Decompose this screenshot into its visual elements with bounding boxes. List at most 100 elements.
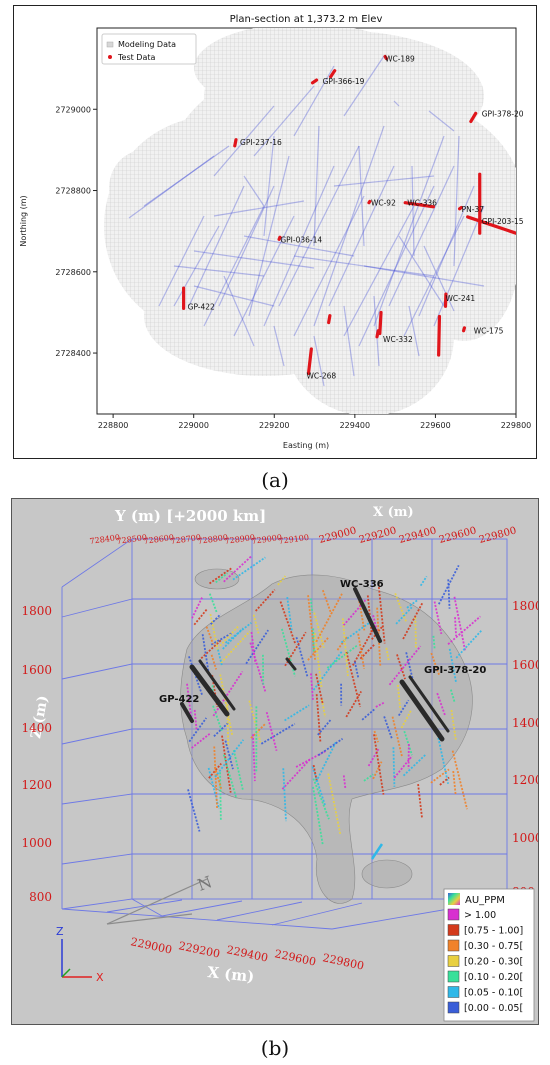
z-tick-label-right: 1800 — [512, 599, 538, 613]
hole-label: WC-336 — [407, 199, 437, 208]
z-tick-label: 800 — [29, 890, 52, 904]
legend-entry-label: > 1.00 — [464, 910, 496, 921]
y-tick-label: 2728600 — [55, 268, 91, 277]
hole-label: WC-268 — [307, 371, 337, 380]
north-label: N — [195, 872, 215, 895]
x-top-axis-title: X (m) — [373, 505, 414, 520]
test-data-point — [233, 138, 238, 148]
legend-swatch — [447, 939, 460, 952]
y-tick-label: 728500 — [116, 533, 148, 546]
hole-labels: WC-189 GPI-366-19 GPI-378-20 GPI-237-16 WC-9… — [188, 54, 524, 380]
hole-label-gpi-378-20: GPI-378-20 — [424, 665, 486, 676]
x-axis-ticks: 228800 229000 229200 229400 229600 229800 — [98, 414, 531, 430]
y-tick-label: 2728400 — [55, 349, 91, 358]
y-tick-label: 2728800 — [55, 187, 91, 196]
y-axis-ticks: 2728400 2728600 2728800 2729000 — [55, 105, 97, 358]
y-axis-title: Y (m) [+2000 km] — [114, 507, 266, 525]
legend-entry-label: [0.10 - 0.20[ — [464, 972, 523, 983]
triad-z-label: Z — [56, 925, 64, 938]
legend-swatch — [447, 1001, 460, 1014]
caption-b: (b) — [260, 1036, 290, 1060]
y-tick-label: 728700 — [170, 533, 202, 546]
legend-title: AU_PPM — [465, 895, 505, 906]
test-data-point — [383, 54, 388, 61]
x-tick-label: 228800 — [98, 421, 129, 430]
y-tick-label: 728400 — [89, 533, 121, 546]
legend-swatch — [447, 970, 460, 983]
hole-label-gp-422: GP-422 — [159, 694, 199, 705]
z-tick-label: 1600 — [21, 663, 52, 677]
legend-entry-label: [0.30 - 0.75[ — [464, 941, 523, 952]
hole-label: GPI-378-20 — [482, 109, 524, 118]
test-data-point — [375, 329, 380, 339]
test-data-point — [310, 78, 319, 85]
hole-label: WC-175 — [474, 327, 504, 336]
z-tick-label: 1000 — [21, 836, 52, 850]
test-data-point — [466, 215, 516, 235]
x-top-tick-label: 229000 — [318, 525, 358, 546]
legend-label-modeling: Modeling Data — [118, 40, 176, 49]
x-top-tick-label: 229800 — [478, 525, 518, 546]
plan-section-chart: WC-189 GPI-366-19 GPI-378-20 GPI-237-16 WC-9… — [19, 14, 531, 450]
y-tick-label: 2729000 — [55, 105, 91, 114]
test-data-point — [457, 205, 463, 211]
z-tick-label: 1400 — [21, 721, 52, 735]
legend-swatch — [447, 924, 460, 936]
test-data-point — [329, 69, 337, 79]
y-tick-label: 728900 — [224, 533, 256, 546]
test-data-point — [277, 235, 282, 241]
hole-label: GPI-203-15 — [482, 217, 524, 226]
y-tick-label: 728600 — [143, 533, 175, 546]
x-tick-label: 229400 — [340, 421, 371, 430]
z-tick-label-right: 1000 — [512, 831, 538, 845]
legend-gradient-icon — [448, 893, 460, 905]
x-tick-label: 229000 — [178, 421, 209, 430]
x-top-tick-label: 229200 — [358, 525, 398, 546]
north-compass: N — [106, 872, 215, 925]
x-tick-label: 229600 — [420, 421, 451, 430]
x-tick-label: 229600 — [273, 947, 317, 968]
legend-swatch — [447, 955, 460, 967]
legend-entry-label: [0.05 - 0.10[ — [464, 988, 523, 999]
x-axis-title: X (m) — [207, 963, 256, 986]
test-data-point — [306, 347, 313, 375]
x-tick-label: 229000 — [129, 935, 173, 956]
y-tick-label: 729100 — [278, 533, 310, 546]
legend-entry-label: [0.75 - 1.00] — [464, 926, 523, 937]
hole-label: GPI-036-14 — [280, 235, 322, 244]
test-data-series — [182, 54, 516, 375]
au-ppm-legend: AU_PPM > 1.00 [0.75 - 1.00] [0.30 - 0.75[ [… — [443, 888, 535, 1022]
x-axis-label: Easting (m) — [283, 441, 329, 450]
hole-label: PN-37 — [462, 205, 485, 214]
x-tick-label: 229200 — [259, 421, 290, 430]
y-tick-label: 728800 — [197, 533, 229, 546]
legend-swatch — [447, 986, 460, 998]
z-axis-ticks-left: 800 1000 1200 1400 1600 1800 — [21, 604, 52, 904]
modeling-data-cloud — [104, 28, 516, 414]
z-tick-label-right: 1600 — [512, 658, 538, 672]
x-tick-label: 229200 — [177, 939, 221, 960]
test-data-point — [327, 314, 332, 325]
test-data-point — [469, 111, 478, 124]
z-tick-label: 1200 — [21, 778, 52, 792]
y-tick-label: 729000 — [251, 533, 283, 546]
hole-label: WC-332 — [383, 335, 413, 344]
z-tick-label: 1800 — [21, 604, 52, 618]
mineralization-shell — [180, 568, 473, 904]
hole-label: GPI-237-16 — [240, 138, 282, 147]
test-data-point — [462, 326, 467, 333]
axis-triad: Z X — [56, 925, 104, 984]
legend-label-test: Test Data — [117, 53, 155, 62]
x-tick-label: 229800 — [501, 421, 532, 430]
y-axis-label: Northing (m) — [19, 195, 28, 246]
hole-label: GPI-366-19 — [323, 77, 365, 86]
x-top-tick-label: 229600 — [438, 525, 478, 546]
drillhole-traces — [128, 55, 485, 387]
x-tick-label: 229400 — [225, 943, 269, 964]
test-data-point — [403, 201, 436, 209]
panel-b-3d-view: WC-336 GPI-378-20 GP-422 Y (m) [+2000 km… — [11, 498, 539, 1025]
x-top-axis-ticks: 229000 229200 229400 229600 229800 — [318, 525, 518, 546]
legend-swatch — [447, 908, 460, 921]
legend-marker-modeling — [106, 41, 114, 48]
